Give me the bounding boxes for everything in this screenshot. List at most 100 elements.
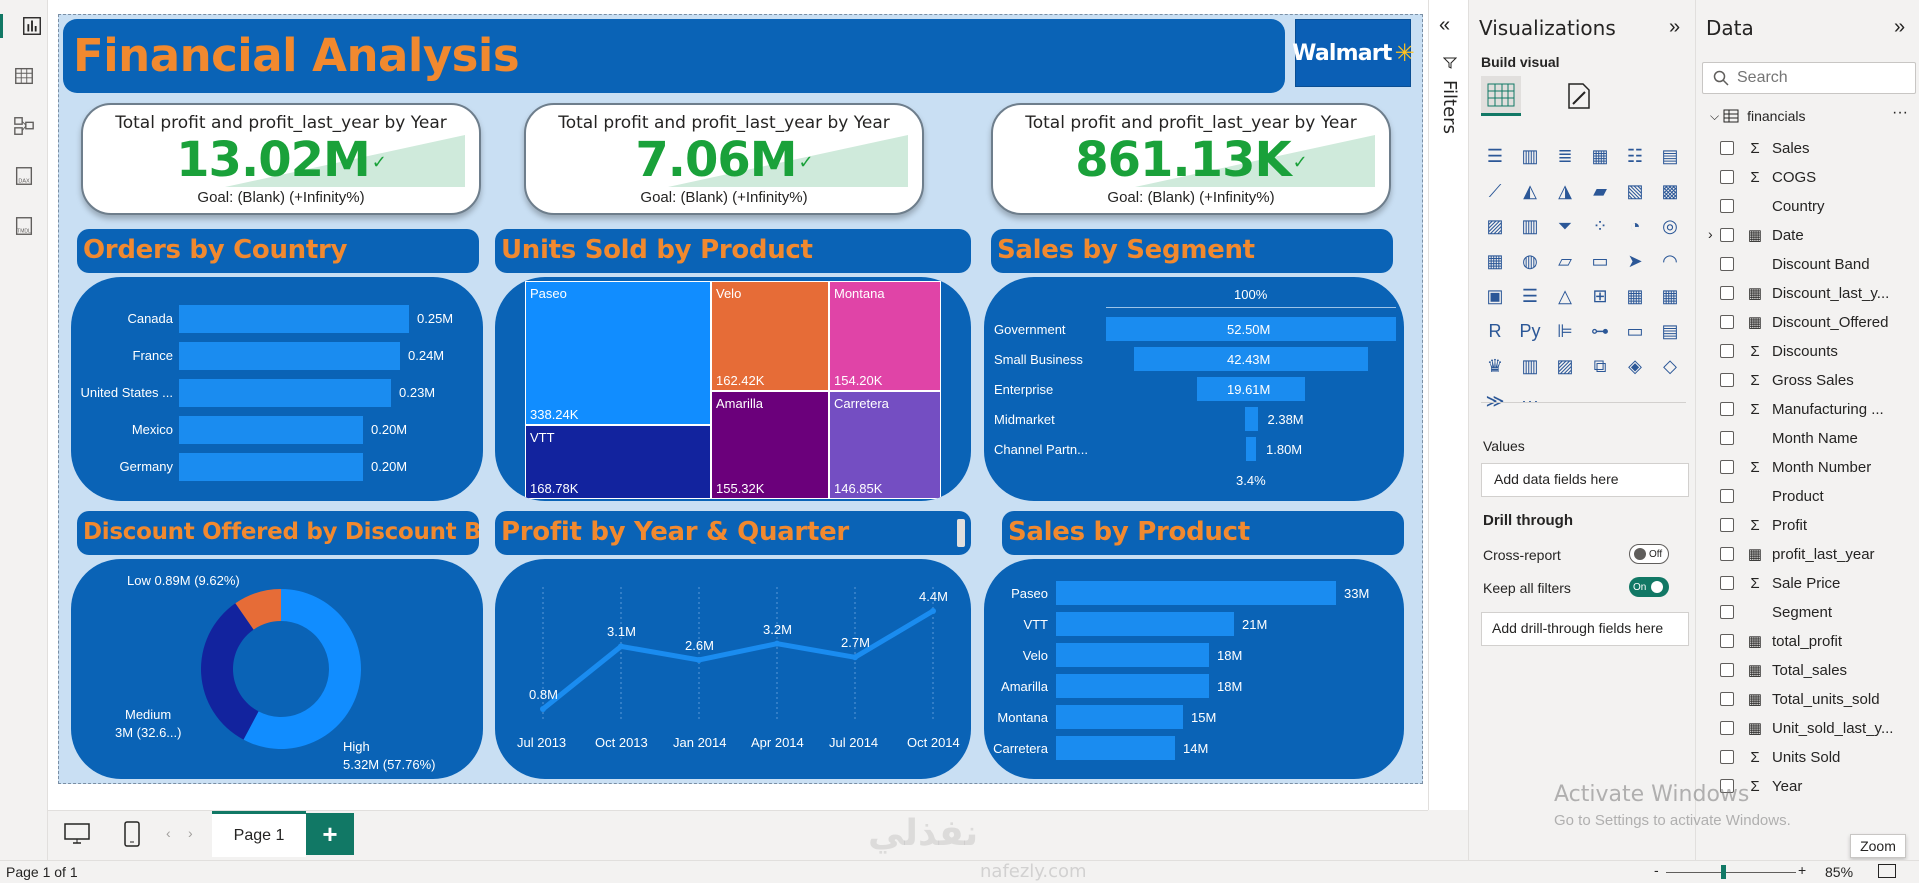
custom-visual-icon[interactable]: ◈ bbox=[1628, 355, 1642, 376]
line-chart-icon[interactable]: ⟋ bbox=[1488, 180, 1502, 201]
more-visuals-icon[interactable]: ≫ bbox=[1485, 390, 1505, 411]
field-date[interactable]: ▦ Date bbox=[1720, 221, 1804, 249]
data-point[interactable] bbox=[852, 654, 858, 661]
100-bar-icon[interactable]: ☷ bbox=[1626, 145, 1644, 166]
diamond-icon[interactable]: ◇ bbox=[1663, 355, 1677, 376]
field-checkbox[interactable] bbox=[1720, 286, 1734, 300]
field-checkbox[interactable] bbox=[1720, 518, 1734, 532]
field-checkbox[interactable] bbox=[1720, 779, 1734, 793]
field-checkbox[interactable] bbox=[1720, 750, 1734, 764]
scrollbar-handle[interactable] bbox=[957, 519, 965, 547]
decomposition-tree-icon[interactable]: ⊶ bbox=[1591, 320, 1609, 341]
area-chart-icon[interactable]: ◭ bbox=[1523, 180, 1537, 201]
funnel-bar[interactable] bbox=[1246, 437, 1256, 461]
chevron-down-icon[interactable]: ⌵ bbox=[1710, 108, 1720, 123]
donut-slice-low[interactable] bbox=[235, 589, 281, 630]
field-total-units-sold[interactable]: ▦ Total_units_sold bbox=[1720, 685, 1880, 713]
field-segment[interactable]: Segment bbox=[1720, 598, 1832, 626]
mobile-layout-icon[interactable] bbox=[124, 821, 140, 852]
power-automate-icon[interactable]: ⧉ bbox=[1593, 355, 1607, 376]
bar-carretera[interactable] bbox=[1056, 736, 1175, 760]
bar-unitedstates[interactable] bbox=[179, 379, 391, 407]
field-discount-band[interactable]: Discount Band bbox=[1720, 250, 1870, 278]
zoom-slider-thumb[interactable] bbox=[1721, 865, 1726, 879]
funnel-bar[interactable] bbox=[1106, 317, 1396, 341]
field-checkbox[interactable] bbox=[1720, 373, 1734, 387]
collapse-visualizations-icon[interactable]: » bbox=[1669, 16, 1681, 38]
data-point[interactable] bbox=[774, 640, 780, 647]
field-gross-sales[interactable]: Σ Gross Sales bbox=[1720, 366, 1854, 394]
bar-canada[interactable] bbox=[179, 305, 409, 333]
build-visual-tab[interactable] bbox=[1481, 76, 1521, 116]
field-product[interactable]: Product bbox=[1720, 482, 1824, 510]
field-checkbox[interactable] bbox=[1720, 460, 1734, 474]
field-checkbox[interactable] bbox=[1720, 344, 1734, 358]
profit-line[interactable] bbox=[541, 608, 935, 711]
field-unit-sold-last-y-[interactable]: ▦ Unit_sold_last_y... bbox=[1720, 714, 1893, 742]
gauge-icon[interactable]: ◠ bbox=[1662, 250, 1678, 271]
bar-montana[interactable] bbox=[1056, 705, 1183, 729]
field-month-name[interactable]: Month Name bbox=[1720, 424, 1858, 452]
field-checkbox[interactable] bbox=[1720, 431, 1734, 445]
kpi-card-2[interactable]: Total profit and profit_last_year by Yea… bbox=[524, 103, 924, 215]
keep-filters-toggle[interactable]: On bbox=[1629, 577, 1669, 597]
table-more-icon[interactable]: ··· bbox=[1892, 104, 1908, 121]
scatter-icon[interactable]: ⁘ bbox=[1592, 215, 1608, 236]
bar-germany[interactable] bbox=[179, 453, 363, 481]
filled-map-icon[interactable]: ▱ bbox=[1558, 250, 1572, 271]
filters-pane-collapsed[interactable]: « Filters bbox=[1428, 0, 1468, 810]
azure-map-icon[interactable]: ➤ bbox=[1627, 250, 1643, 271]
combo-icon[interactable]: ▨ bbox=[1486, 215, 1504, 236]
zoom-slider[interactable] bbox=[1666, 865, 1796, 879]
stacked-bar-icon[interactable]: ☰ bbox=[1486, 145, 1504, 166]
data-point[interactable] bbox=[540, 706, 546, 712]
orders-by-country-chart[interactable]: Canada 0.25M France 0.24M United States ... 0… bbox=[71, 277, 483, 501]
desktop-layout-icon[interactable] bbox=[64, 823, 90, 850]
discount-donut-chart[interactable]: Low 0.89M (9.62%) Medium 3M (32.6...) High 5… bbox=[71, 559, 483, 779]
field-checkbox[interactable] bbox=[1720, 402, 1734, 416]
kpi-card-3[interactable]: Total profit and profit_last_year by Yea… bbox=[991, 103, 1391, 215]
bar-france[interactable] bbox=[179, 342, 400, 370]
field-checkbox[interactable] bbox=[1720, 547, 1734, 561]
data-point[interactable] bbox=[696, 657, 702, 663]
field-year[interactable]: Σ Year bbox=[1720, 772, 1802, 800]
profit-line-chart[interactable]: 0.8M Jul 2013 3.1M Oct 2013 2.6M Jan 2014 3.2M… bbox=[495, 559, 971, 779]
chevron-right-icon[interactable]: › bbox=[1708, 226, 1713, 242]
paginated-report-icon[interactable]: ▥ bbox=[1521, 355, 1539, 376]
treemap-cell[interactable]: Paseo 338.24K bbox=[525, 281, 711, 425]
funnel-bar[interactable] bbox=[1244, 407, 1258, 431]
format-visual-tab[interactable] bbox=[1563, 80, 1595, 112]
field-manufacturing-[interactable]: Σ Manufacturing ... bbox=[1720, 395, 1884, 423]
funnel-bar[interactable] bbox=[1134, 347, 1368, 371]
clustered-bar-icon[interactable]: ≣ bbox=[1557, 145, 1573, 166]
field-sales[interactable]: Σ Sales bbox=[1720, 134, 1810, 162]
narrative-icon[interactable]: ▤ bbox=[1661, 320, 1679, 341]
treemap-icon[interactable]: ▦ bbox=[1486, 250, 1504, 271]
field-checkbox[interactable] bbox=[1720, 199, 1734, 213]
treemap-cell[interactable]: Amarilla 155.32K bbox=[711, 391, 829, 499]
sales-by-product-chart[interactable]: Paseo 33M VTT 21M Velo 18M Amarilla 18M Montana 1… bbox=[984, 559, 1404, 779]
table-view-icon[interactable] bbox=[12, 64, 36, 88]
metrics-icon[interactable]: ♛ bbox=[1486, 355, 1504, 376]
sales-by-segment-funnel[interactable]: 100% Government 52.50M Small Business 42.43M… bbox=[984, 277, 1404, 501]
fit-to-page-icon[interactable] bbox=[1878, 864, 1896, 878]
values-drop-field[interactable]: Add data fields here bbox=[1481, 463, 1689, 497]
zoom-out-button[interactable]: - bbox=[1654, 862, 1659, 878]
donut-slice-medium[interactable] bbox=[200, 603, 259, 740]
field-checkbox[interactable] bbox=[1720, 228, 1734, 242]
donut-chart-icon[interactable]: ◎ bbox=[1662, 215, 1678, 236]
r-visual-icon[interactable]: R bbox=[1488, 320, 1502, 341]
field-units-sold[interactable]: Σ Units Sold bbox=[1720, 743, 1840, 771]
field-checkbox[interactable] bbox=[1720, 489, 1734, 503]
field-checkbox[interactable] bbox=[1720, 257, 1734, 271]
filters-label[interactable]: Filters bbox=[1439, 80, 1460, 134]
treemap-cell[interactable]: Montana 154.20K bbox=[829, 281, 941, 391]
donut-slice-high[interactable] bbox=[243, 589, 362, 749]
table-icon[interactable]: ▦ bbox=[1626, 285, 1644, 306]
search-box[interactable] bbox=[1702, 62, 1916, 94]
field-checkbox[interactable] bbox=[1720, 170, 1734, 184]
zoom-in-button[interactable]: + bbox=[1798, 862, 1807, 878]
shape-map-icon[interactable]: ▭ bbox=[1591, 250, 1609, 271]
tmdl-view-icon[interactable]: TMDL bbox=[12, 214, 36, 238]
field-profit-last-year[interactable]: ▦ profit_last_year bbox=[1720, 540, 1875, 568]
